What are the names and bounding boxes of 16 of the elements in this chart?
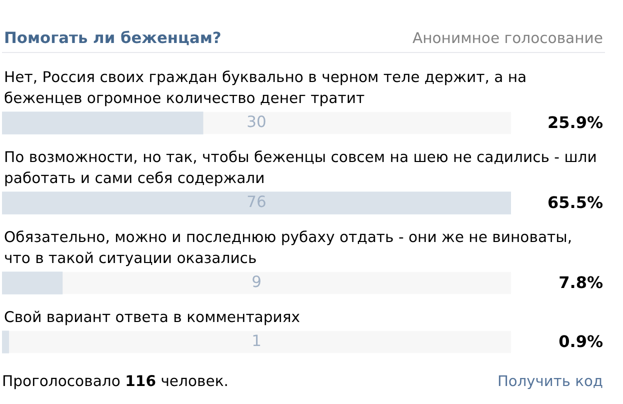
y-tick-label: По возможности, но так, чтобы беженцы совсем на шею не садились - шли работать и сами себя содержали [4,148,597,187]
chart-title: Помогать ли беженцам? [4,29,222,47]
chart-subtitle: Анонимное голосование [412,30,603,47]
text: 7.8% [558,273,603,292]
data-label: 1 [252,332,262,350]
text: Проголосовало 116 человек. [2,372,229,390]
data-label: 30 [246,113,266,132]
data-label: 9 [252,273,262,292]
text: 0.9% [558,332,603,352]
text: Получить код [497,372,603,390]
y-tick-label: Свой вариант ответа в комментариях [4,308,300,326]
text: 65.5% [547,193,603,212]
y-tick-label: Обязательно, можно и последнюю рубаху отдать - они же не виноваты, что в такой ситуации оказались [4,228,572,267]
y-tick-label: Нет, Россия своих граждан буквально в черном теле держит, а на беженцев огромное количество денег тратит [4,68,527,107]
data-label: 76 [246,193,266,212]
text: 25.9% [547,113,603,132]
